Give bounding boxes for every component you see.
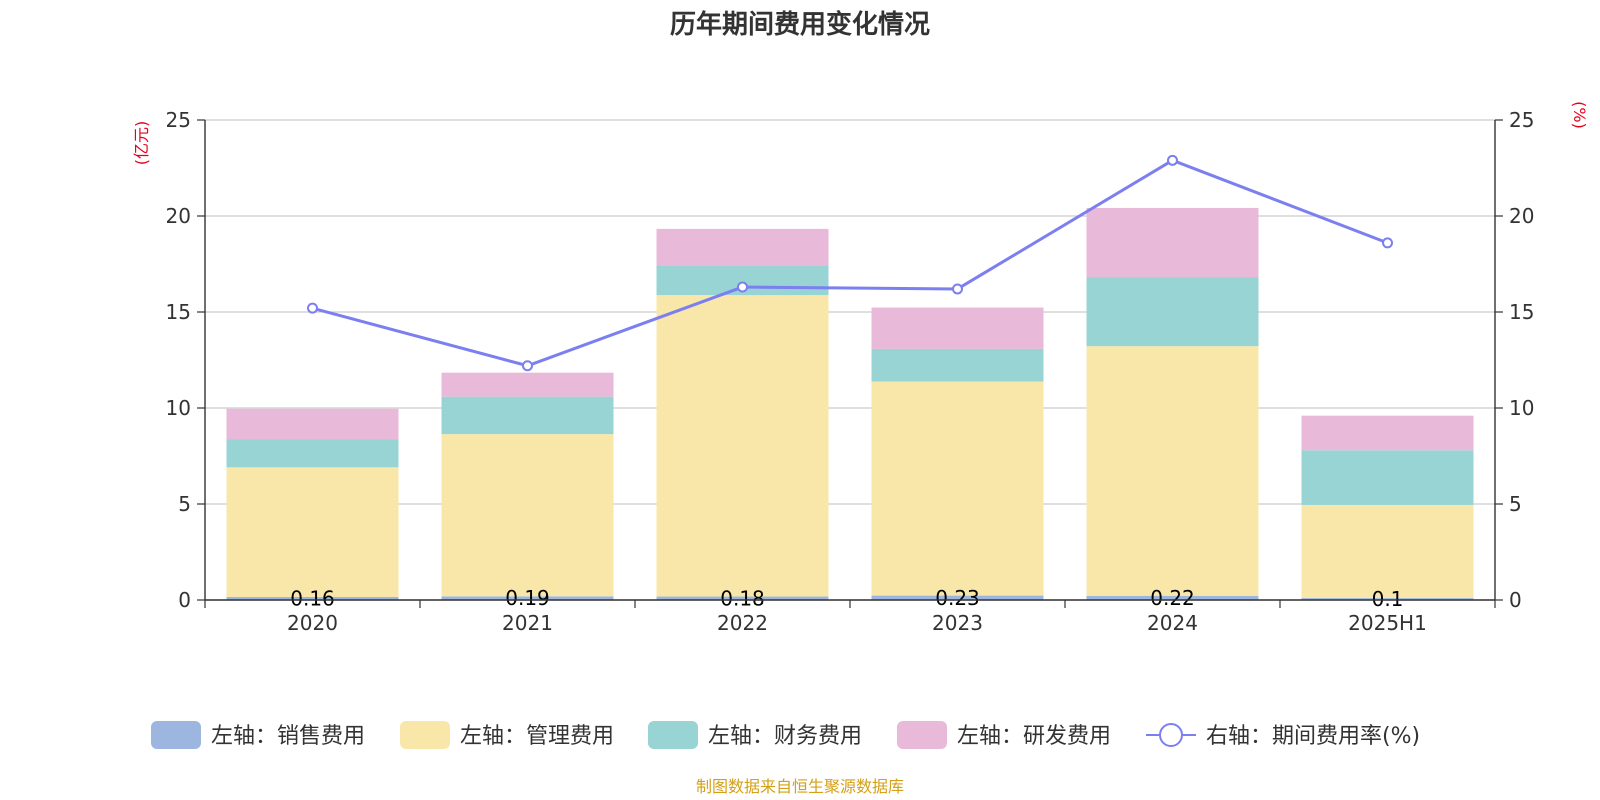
rate-point	[952, 283, 963, 295]
bar-sales-2020	[226, 596, 399, 600]
bar-sales-2022	[656, 596, 829, 600]
legend-marker-rate	[1159, 723, 1183, 747]
bar-admin-2021	[441, 434, 614, 597]
data-label-sales: 0.19	[505, 586, 550, 610]
bar-rd-2021	[441, 372, 614, 397]
bar-rd-2020	[226, 408, 399, 440]
bar-rd-2025H1	[1301, 415, 1474, 451]
legend: 左轴：销售费用 左轴：管理费用 左轴：财务费用 左轴：研发费用 右轴：期间费用率(%)	[151, 721, 1420, 749]
bar-rd-2024	[1086, 207, 1259, 278]
bar-sales-2025H1	[1301, 598, 1474, 600]
left-tick-label: 0	[178, 588, 191, 612]
data-label-sales: 0.18	[720, 586, 765, 610]
x-tick-label: 2025H1	[1348, 611, 1427, 635]
bar-finance-2021	[441, 396, 614, 435]
left-tick-label: 15	[166, 300, 191, 324]
right-axis-unit: (%)	[1570, 101, 1589, 129]
legend-swatch-admin	[400, 721, 450, 749]
rate-line-path	[312, 158, 1389, 368]
bar-sales-2023	[871, 595, 1044, 600]
x-tick-label: 2023	[932, 611, 983, 635]
rate-point	[1382, 237, 1393, 249]
rate-point	[307, 302, 318, 314]
chart-title: 历年期间费用变化情况	[670, 9, 930, 40]
left-tick-label: 20	[166, 204, 191, 228]
bar-rd-2023	[871, 307, 1044, 349]
bar-finance-2023	[871, 348, 1044, 382]
right-tick-label: 15	[1509, 300, 1534, 324]
legend-label-rd: 左轴：研发费用	[957, 724, 1111, 749]
x-tick-label: 2024	[1147, 611, 1198, 635]
right-tick-label: 25	[1509, 108, 1534, 132]
legend-label-finance: 左轴：财务费用	[708, 724, 862, 749]
bar-sales-2024	[1086, 595, 1259, 600]
bar-sales-2021	[441, 596, 614, 600]
bar-admin-2022	[656, 295, 829, 597]
rate-line	[307, 154, 1393, 372]
rate-point	[1167, 154, 1178, 166]
axes: 0 5 10 15 20 25 0 5 10 15 20 25 2020 2021 2022 2023 2024…	[166, 108, 1535, 635]
left-tick-label: 25	[166, 108, 191, 132]
left-tick-label: 5	[178, 492, 191, 516]
source-note: 制图数据来自恒生聚源数据库	[696, 777, 904, 796]
bar-rd-2022	[656, 228, 829, 266]
right-tick-label: 10	[1509, 396, 1534, 420]
bar-admin-2024	[1086, 346, 1259, 596]
rate-point	[737, 281, 748, 293]
bars: 0.16 0.19 0.18 0.23 0.22 0.1	[226, 207, 1474, 611]
bar-finance-2025H1	[1301, 450, 1474, 505]
legend-label-rate: 右轴：期间费用率(%)	[1206, 724, 1420, 749]
left-tick-label: 10	[166, 396, 191, 420]
legend-label-admin: 左轴：管理费用	[460, 724, 614, 749]
legend-label-sales: 左轴：销售费用	[211, 724, 365, 749]
x-tick-label: 2022	[717, 611, 768, 635]
bar-finance-2020	[226, 439, 399, 468]
bar-finance-2024	[1086, 277, 1259, 347]
data-label-sales: 0.16	[290, 586, 335, 610]
legend-swatch-finance	[648, 721, 698, 749]
x-tick-label: 2021	[502, 611, 553, 635]
left-axis-unit: (亿元)	[132, 121, 151, 166]
right-tick-label: 20	[1509, 204, 1534, 228]
data-label-sales: 0.23	[935, 586, 980, 610]
rate-point	[522, 360, 533, 372]
bar-admin-2023	[871, 381, 1044, 596]
x-tick-label: 2020	[287, 611, 338, 635]
bar-admin-2025H1	[1301, 504, 1474, 599]
right-tick-label: 5	[1509, 492, 1522, 516]
bar-admin-2020	[226, 467, 399, 597]
legend-swatch-rd	[897, 721, 947, 749]
data-label-sales: 0.1	[1372, 587, 1404, 611]
legend-swatch-sales	[151, 721, 201, 749]
right-tick-label: 0	[1509, 588, 1522, 612]
data-label-sales: 0.22	[1150, 586, 1195, 610]
